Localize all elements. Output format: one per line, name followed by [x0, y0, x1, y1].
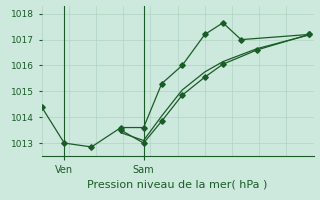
X-axis label: Pression niveau de la mer( hPa ): Pression niveau de la mer( hPa ) — [87, 179, 268, 189]
